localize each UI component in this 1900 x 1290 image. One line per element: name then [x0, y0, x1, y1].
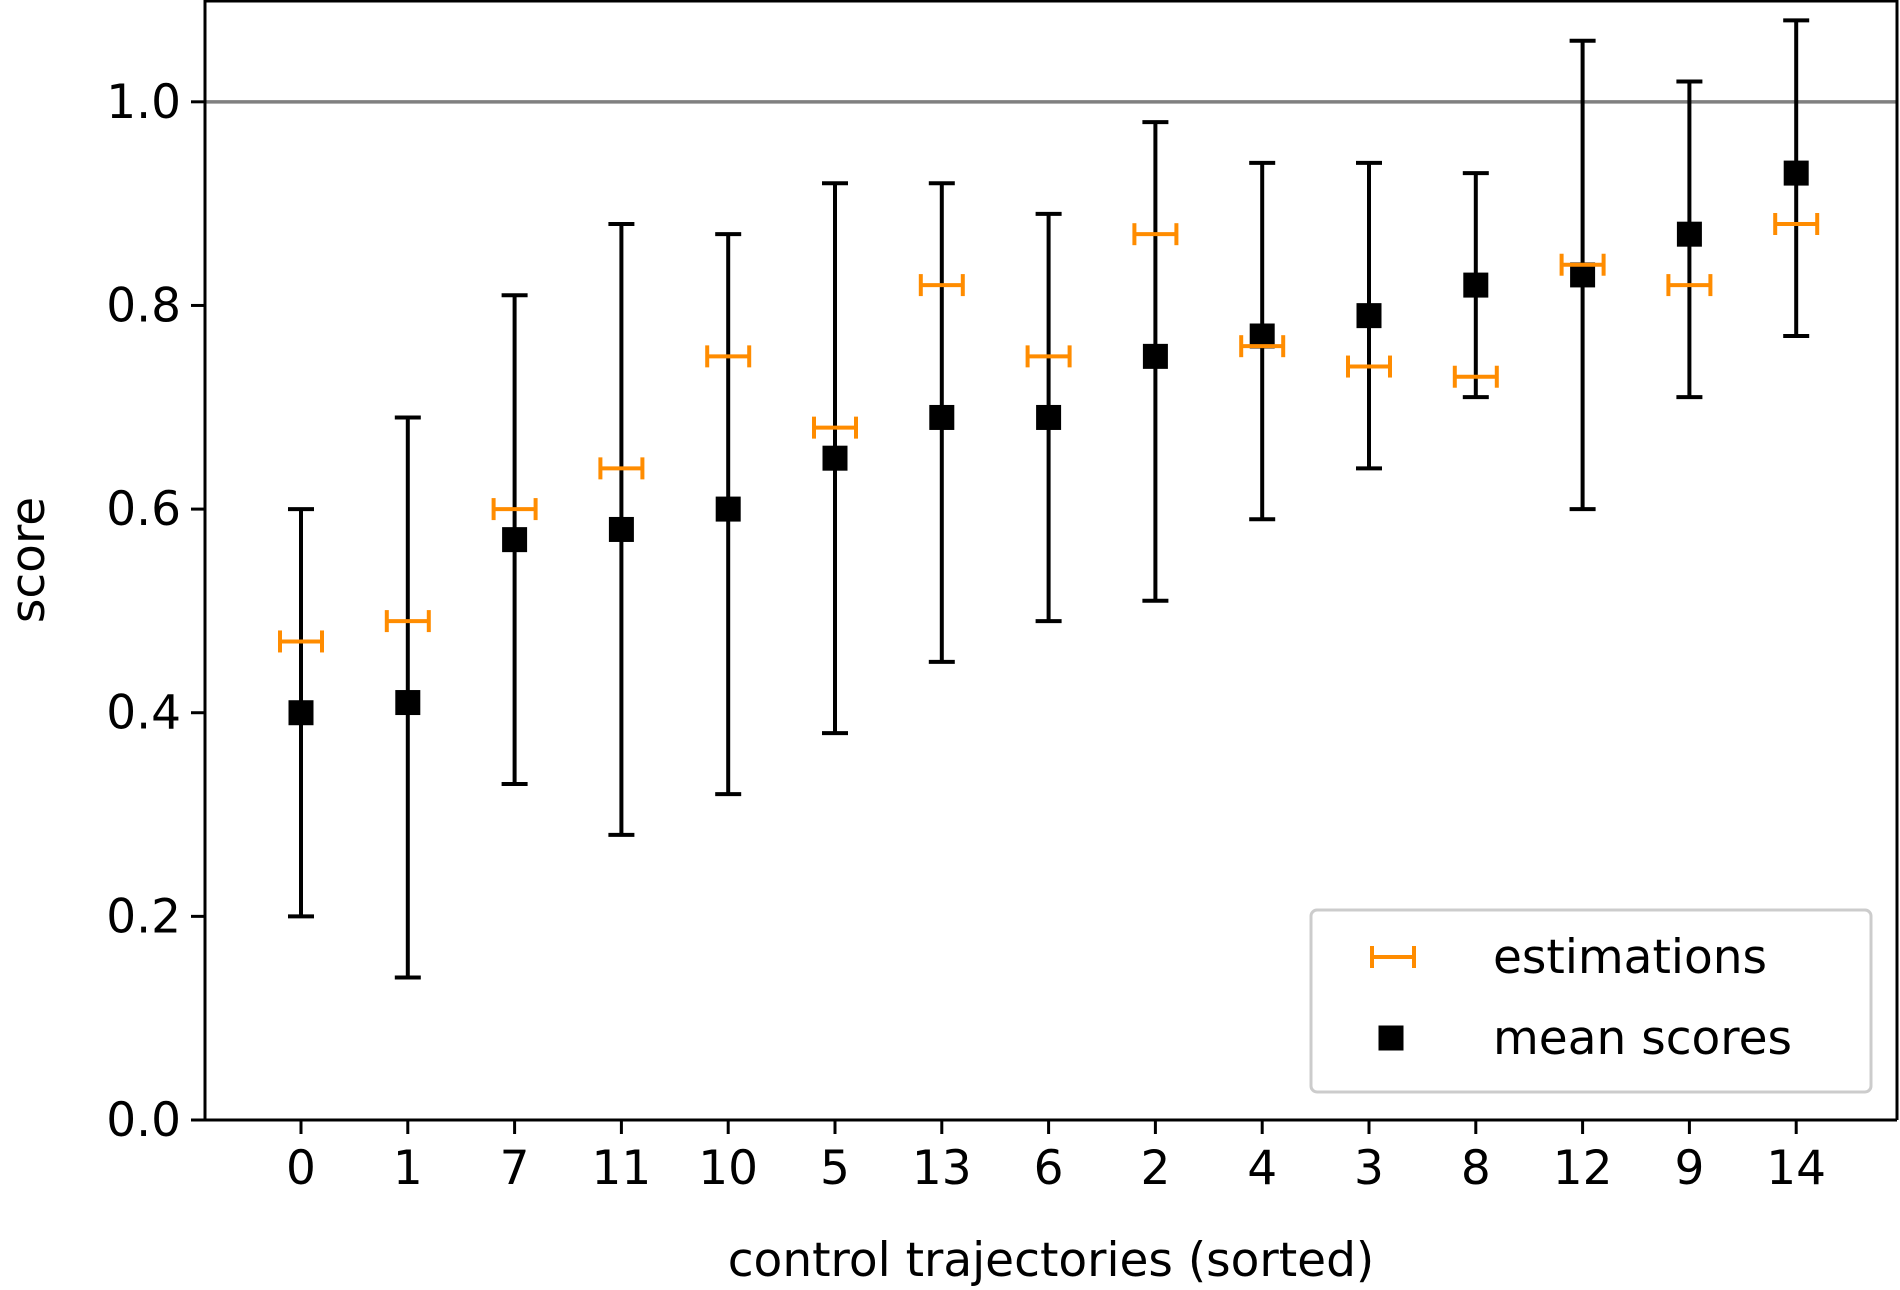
legend: estimations mean scores	[1309, 908, 1873, 1094]
estimation-point	[278, 630, 324, 653]
x-tick-label: 4	[1247, 1141, 1277, 1196]
estimation-point	[1025, 345, 1072, 368]
estimation-point	[1666, 274, 1713, 297]
marker-layer	[278, 160, 1820, 726]
mean-score-point	[1142, 343, 1168, 369]
x-tick-label: 6	[1034, 1141, 1064, 1196]
y-axis-label: score	[1, 497, 56, 623]
estimation-point	[598, 457, 645, 480]
x-axis-label: control trajectories (sorted)	[728, 1233, 1375, 1288]
mean-score-point	[1783, 160, 1809, 186]
estimation-point	[384, 610, 431, 633]
estimation-point	[1132, 223, 1179, 246]
estimation-point	[812, 416, 858, 439]
estimation-point	[1239, 335, 1286, 358]
estimation-point	[705, 345, 752, 368]
mean-score-point	[715, 496, 741, 522]
mean-score-point	[608, 516, 634, 542]
mean-score-point	[395, 690, 421, 716]
x-tick-label: 10	[698, 1141, 758, 1196]
mean-score-point	[502, 527, 528, 553]
x-tick-label: 0	[286, 1141, 316, 1196]
estimation-point	[1452, 365, 1499, 388]
axes: 0.0 0.2 0.4 0.6 0.8 1.0 0 1 7 11 10 5 13 6 2 4 3 8 12 9 14	[106, 0, 1899, 1196]
x-tick-label: 12	[1553, 1141, 1613, 1196]
mean-score-point	[1676, 221, 1702, 247]
estimation-point	[1773, 213, 1820, 235]
legend-mean-scores-label: mean scores	[1493, 1011, 1792, 1066]
mean-score-point	[1036, 404, 1062, 430]
estimation-point	[918, 274, 965, 297]
y-tick-label: 0.2	[106, 889, 181, 944]
x-tick-label: 7	[500, 1141, 530, 1196]
x-tick-label: 1	[393, 1141, 423, 1196]
legend-estimations-marker	[1370, 946, 1416, 968]
y-tick-label: 0.8	[106, 278, 181, 333]
y-tick-label: 0.6	[106, 482, 181, 537]
x-tick-label: 14	[1766, 1141, 1826, 1196]
x-tick-label: 8	[1461, 1141, 1491, 1196]
legend-mean-scores-marker	[1378, 1025, 1404, 1051]
x-tick-label: 3	[1354, 1141, 1384, 1196]
x-tick-label: 2	[1140, 1141, 1170, 1196]
x-tick-label: 5	[820, 1141, 850, 1196]
legend-estimations-label: estimations	[1493, 930, 1767, 985]
y-tick-label: 1.0	[106, 75, 181, 130]
mean-score-point	[822, 445, 848, 471]
legend-estimations-glyph	[1370, 946, 1416, 968]
legend-mean-scores-glyph	[1378, 1025, 1404, 1051]
x-tick-label: 9	[1674, 1141, 1704, 1196]
estimation-point	[1559, 253, 1606, 276]
x-tick-label: 11	[591, 1141, 651, 1196]
mean-score-point	[1356, 303, 1382, 329]
x-tick-label: 13	[912, 1141, 972, 1196]
mean-score-point	[288, 700, 314, 726]
mean-score-point	[1463, 272, 1489, 298]
mean-score-point	[929, 404, 955, 430]
estimation-point	[1346, 355, 1392, 378]
y-tick-label: 0.4	[106, 686, 181, 741]
legend-box	[1309, 908, 1873, 1094]
y-tick-label: 0.0	[106, 1093, 181, 1148]
estimation-point	[491, 498, 538, 521]
